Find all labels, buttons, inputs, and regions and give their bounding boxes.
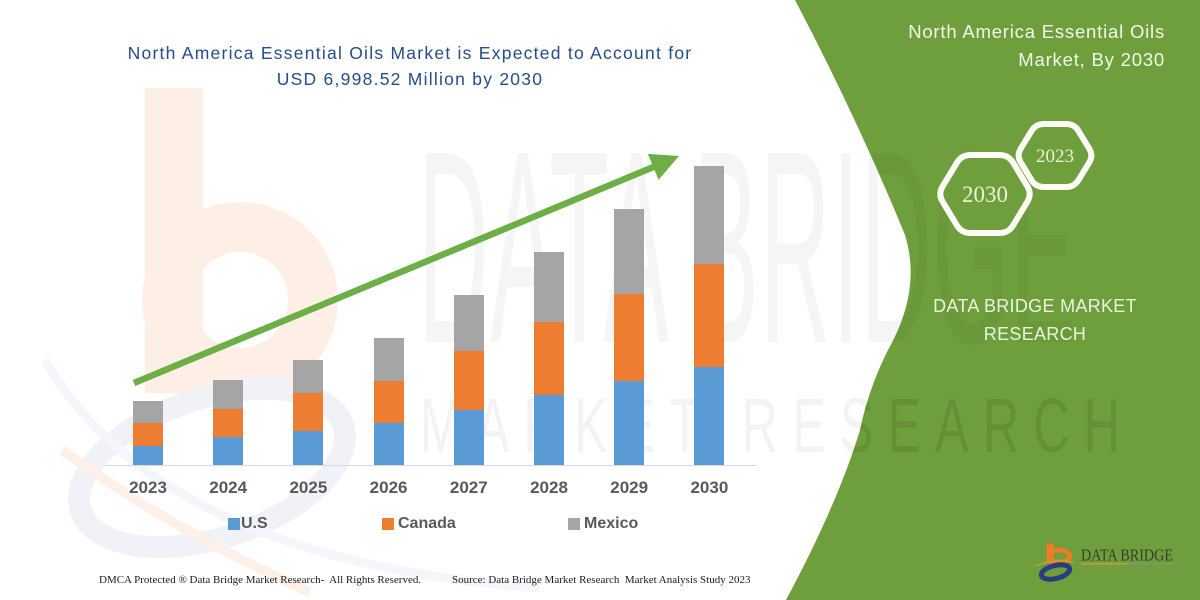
svg-text:2023: 2023 [1036,146,1074,167]
svg-text:2030: 2030 [962,182,1008,207]
svg-text:MARKET RESEARCH: MARKET RESEARCH [1081,567,1173,574]
svg-text:DATA BRIDGE: DATA BRIDGE [1081,546,1173,565]
